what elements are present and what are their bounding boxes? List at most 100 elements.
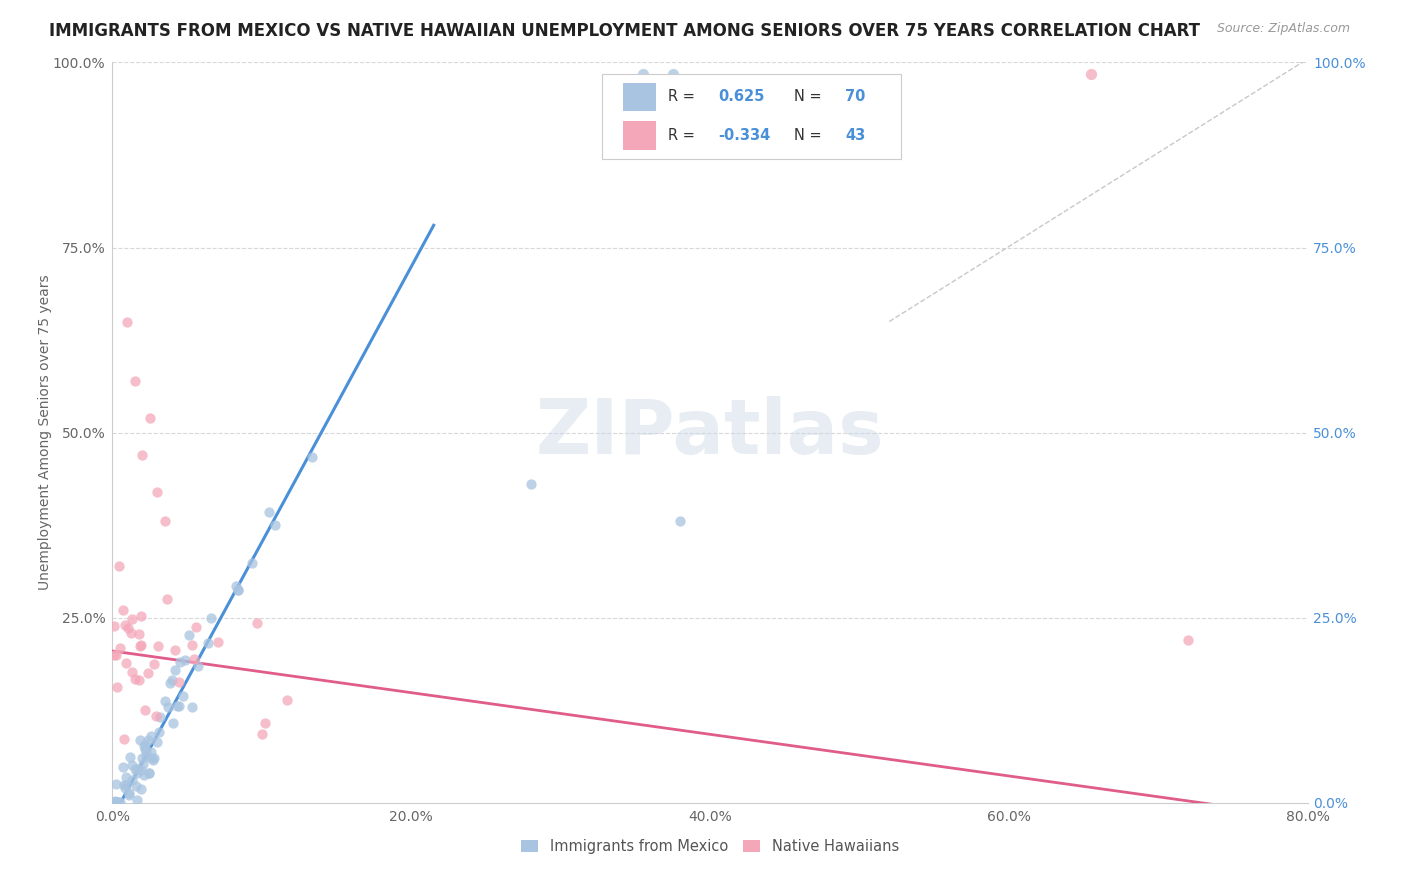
Point [128,627,150,641]
Point [200,611,222,625]
Point [131,448,153,462]
Point [111,603,134,617]
Point [165,642,187,657]
Point [138,765,160,780]
Point [141,751,163,765]
Point [125,793,148,807]
Point [166,699,188,714]
Point [153,694,176,708]
Point [107,795,129,809]
Point [139,410,162,425]
Point [134,742,156,756]
Point [141,729,163,743]
Point [184,620,207,634]
Point [301,450,323,464]
Point [127,763,149,777]
Point [115,770,138,784]
Point [661,66,683,80]
Point [111,759,134,773]
Point [117,314,139,328]
Point [167,698,190,713]
Point [131,751,153,765]
Point [134,738,156,752]
Point [114,778,136,792]
Point [125,766,148,780]
Point [103,648,125,662]
Point [134,703,156,717]
Point [129,639,152,653]
Text: ZIPatlas: ZIPatlas [536,396,884,469]
Point [120,750,142,764]
Point [121,758,143,772]
Text: 43: 43 [845,128,865,143]
Point [197,636,219,650]
Point [207,635,229,649]
Text: 70: 70 [845,89,866,104]
Point [155,592,177,607]
FancyBboxPatch shape [603,73,901,159]
Point [226,582,249,597]
Point [177,627,200,641]
Point [148,725,170,739]
Point [121,612,143,626]
Point [136,666,159,681]
Point [259,505,281,519]
Point [108,795,131,809]
Point [131,756,153,771]
Point [124,374,146,388]
Point [124,672,146,686]
Point [187,658,209,673]
Point [252,726,274,740]
Point [226,582,249,597]
Point [149,710,172,724]
Point [118,788,141,802]
Point [246,616,269,631]
Point [631,66,654,80]
Text: Source: ZipAtlas.com: Source: ZipAtlas.com [1216,22,1350,36]
Text: 0.625: 0.625 [718,89,765,104]
Text: N =: N = [794,89,825,104]
Point [132,768,155,782]
Point [105,680,128,694]
Point [129,732,152,747]
Text: IMMIGRANTS FROM MEXICO VS NATIVE HAWAIIAN UNEMPLOYMENT AMONG SENIORS OVER 75 YEA: IMMIGRANTS FROM MEXICO VS NATIVE HAWAIIA… [49,22,1201,40]
Point [114,781,136,796]
Point [128,673,150,687]
Point [172,689,194,703]
Point [103,619,125,633]
Point [114,617,136,632]
Point [174,653,197,667]
Point [125,779,148,793]
Point [142,752,165,766]
Point [669,515,692,529]
Point [159,675,181,690]
Point [105,795,128,809]
Point [1177,632,1199,647]
Point [105,795,128,809]
Point [136,733,159,747]
Point [157,700,180,714]
Point [145,709,167,723]
Point [105,648,128,663]
Point [141,745,163,759]
Point [120,626,142,640]
Point [124,762,146,776]
Point [520,477,543,491]
Point [121,665,143,679]
Point [129,639,152,653]
Point [254,715,277,730]
Point [129,609,152,624]
Point [146,484,169,499]
Point [1080,66,1102,80]
Point [115,657,138,671]
Point [143,751,166,765]
Point [180,700,202,714]
Point [129,763,152,777]
Text: N =: N = [794,128,825,143]
Point [181,638,204,652]
Point [160,673,183,688]
Point [167,675,190,690]
Point [129,781,152,796]
Point [225,579,247,593]
Point [104,793,127,807]
